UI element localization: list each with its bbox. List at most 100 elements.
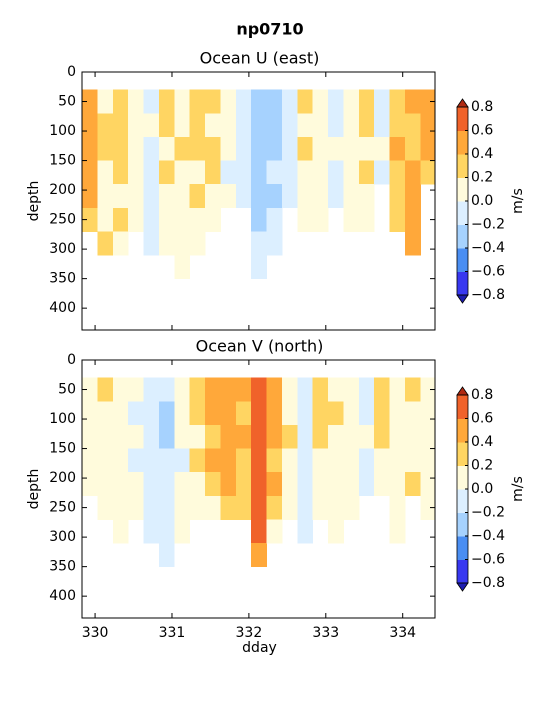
heat-cell: [128, 207, 144, 232]
heat-cell: [235, 448, 252, 473]
heat-cell: [266, 377, 283, 402]
heat-cell: [389, 160, 406, 185]
y-tick-label: 200: [49, 470, 76, 486]
heat-cell: [297, 113, 314, 138]
heat-cell: [312, 495, 329, 520]
heat-cell: [97, 113, 114, 138]
colorbar-segment: [457, 271, 468, 296]
heat-cell: [82, 207, 98, 232]
heat-cell: [389, 424, 406, 449]
heat-cell: [189, 113, 206, 138]
heat-cell: [405, 136, 421, 161]
heat-cell: [312, 89, 329, 114]
heat-cell: [389, 495, 406, 520]
heat-cell: [281, 160, 298, 185]
heat-cell: [189, 89, 206, 114]
heat-cell: [297, 424, 314, 449]
heat-cell: [220, 89, 237, 114]
heat-cell: [328, 448, 344, 473]
heat-cell: [128, 495, 144, 520]
colorbar-segment: [457, 154, 468, 178]
heat-cell: [220, 113, 237, 138]
heat-cell: [420, 495, 435, 520]
heat-cell: [297, 401, 314, 426]
heat-cell: [112, 424, 129, 449]
heat-cell: [389, 401, 406, 426]
heat-cell: [266, 113, 283, 138]
heat-cell: [143, 448, 160, 473]
heat-cell: [112, 495, 129, 520]
heat-cell: [251, 207, 267, 232]
colorbar-tick-label: −0.8: [471, 287, 505, 303]
heat-cell: [97, 184, 114, 209]
heat-cell: [266, 472, 283, 497]
y-tick-label: 100: [49, 411, 76, 427]
heat-cell: [343, 401, 360, 426]
x-tick-label: 331: [159, 625, 186, 641]
heat-cell: [251, 401, 267, 426]
colorbar-tick-label: −0.6: [471, 552, 505, 568]
heat-cell: [420, 89, 435, 114]
heat-cell: [297, 519, 314, 544]
colorbar-tick-label: 0.8: [471, 99, 493, 115]
heat-cell: [374, 448, 391, 473]
colorbar-segment: [457, 442, 468, 466]
heat-cell: [205, 448, 221, 473]
heat-cell: [312, 184, 329, 209]
heat-cell: [82, 136, 98, 161]
heat-cell: [189, 136, 206, 161]
heat-cell: [281, 448, 298, 473]
plot-area: [82, 89, 435, 280]
heat-cell: [328, 184, 344, 209]
heat-cell: [174, 377, 191, 402]
heat-cell: [358, 448, 375, 473]
heat-cell: [158, 184, 175, 209]
heat-cell: [174, 448, 191, 473]
heat-cell: [281, 113, 298, 138]
heat-cell: [143, 184, 160, 209]
heat-cell: [358, 184, 375, 209]
heat-cell: [328, 401, 344, 426]
colorbar-segment: [457, 418, 468, 443]
heat-cell: [312, 207, 329, 232]
y-tick-label: 50: [58, 382, 76, 398]
heat-cell: [143, 424, 160, 449]
heat-cell: [266, 495, 283, 520]
heat-cell: [235, 160, 252, 185]
heat-cell: [251, 495, 267, 520]
heat-cell: [205, 424, 221, 449]
y-tick-label: 300: [49, 529, 76, 545]
heat-cell: [189, 495, 206, 520]
heat-cell: [266, 184, 283, 209]
heat-cell: [343, 495, 360, 520]
heat-cell: [220, 160, 237, 185]
heat-cell: [174, 231, 191, 256]
colorbar-tick-label: −0.4: [471, 240, 505, 256]
heat-cell: [389, 377, 406, 402]
heat-cell: [312, 448, 329, 473]
heat-cell: [328, 472, 344, 497]
y-tick-label: 350: [49, 559, 76, 575]
x-tick-label: 334: [389, 625, 416, 641]
heat-cell: [358, 89, 375, 114]
heat-cell: [112, 89, 129, 114]
heat-cell: [112, 377, 129, 402]
heat-cell: [112, 448, 129, 473]
heat-cell: [143, 377, 160, 402]
y-tick-label: 400: [49, 300, 76, 316]
heat-cell: [281, 89, 298, 114]
heat-cell: [97, 136, 114, 161]
heat-cell: [174, 207, 191, 232]
heat-cell: [112, 113, 129, 138]
x-axis-label: dday: [242, 640, 277, 656]
heat-cell: [251, 472, 267, 497]
heat-cell: [189, 377, 206, 402]
axes-frame: [81, 359, 436, 619]
heat-cell: [158, 89, 175, 114]
heat-cell: [143, 401, 160, 426]
heat-cell: [312, 424, 329, 449]
heat-cell: [328, 113, 344, 138]
heat-cell: [158, 519, 175, 544]
colorbar-tick-label: −0.2: [471, 217, 505, 233]
heat-cell: [251, 543, 267, 568]
